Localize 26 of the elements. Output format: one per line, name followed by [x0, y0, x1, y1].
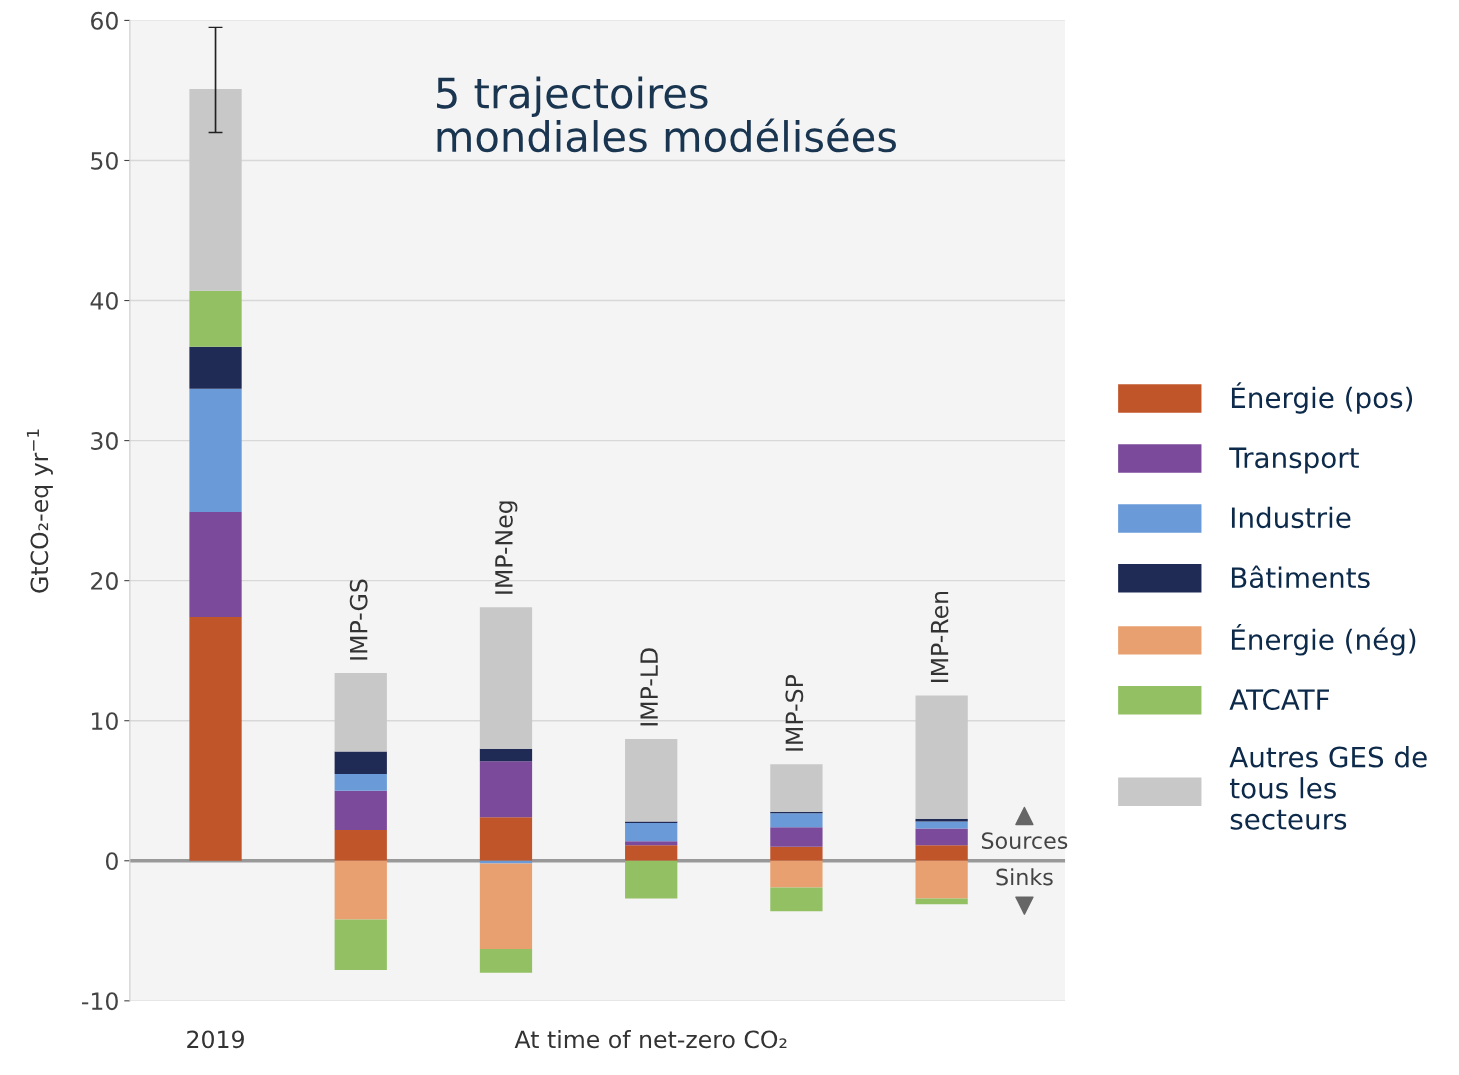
x-tick-label: IMP-Neg — [495, 501, 518, 594]
y-tick-label: 10 — [91, 712, 118, 731]
x-tick-label: IMP-Ren — [930, 591, 949, 682]
legend-label: ATCATF — [1229, 689, 1329, 711]
legend-label: Transport — [1229, 447, 1359, 474]
x-axis-title: At time of net-zero CO₂ — [514, 1030, 787, 1049]
y-tick-label: 0 — [105, 852, 118, 871]
y-tick-label: 40 — [90, 291, 118, 310]
annotation: Sources — [981, 832, 1068, 850]
y-tick-label: 60 — [91, 11, 118, 30]
text: 5 trajectoires mondiales modélisées — [437, 76, 896, 153]
legend-label: Énergie (pos) — [1231, 382, 1413, 414]
y-tick-label: 50 — [91, 151, 118, 170]
x-tick-label: IMP-SP — [785, 674, 804, 751]
legend-label: Industrie — [1231, 506, 1351, 529]
y-axis-title: GtCO₂-eq yr$^{−1}$ — [26, 429, 53, 593]
legend-label: Bâtiments — [1231, 565, 1370, 589]
legend-label: Autres GES de tous les secteurs — [1229, 746, 1427, 830]
x-tick-label: IMP-GS — [349, 579, 368, 660]
y-tick-label: -10 — [82, 992, 118, 1011]
annotation: Sinks — [996, 868, 1053, 886]
x-tick-label: IMP-LD — [640, 648, 658, 726]
x-tick-label: 2019 — [187, 1030, 244, 1049]
legend-label: Énergie (nég) — [1231, 624, 1416, 656]
y-tick-label: 20 — [91, 572, 118, 590]
y-tick-label: 30 — [91, 432, 118, 450]
